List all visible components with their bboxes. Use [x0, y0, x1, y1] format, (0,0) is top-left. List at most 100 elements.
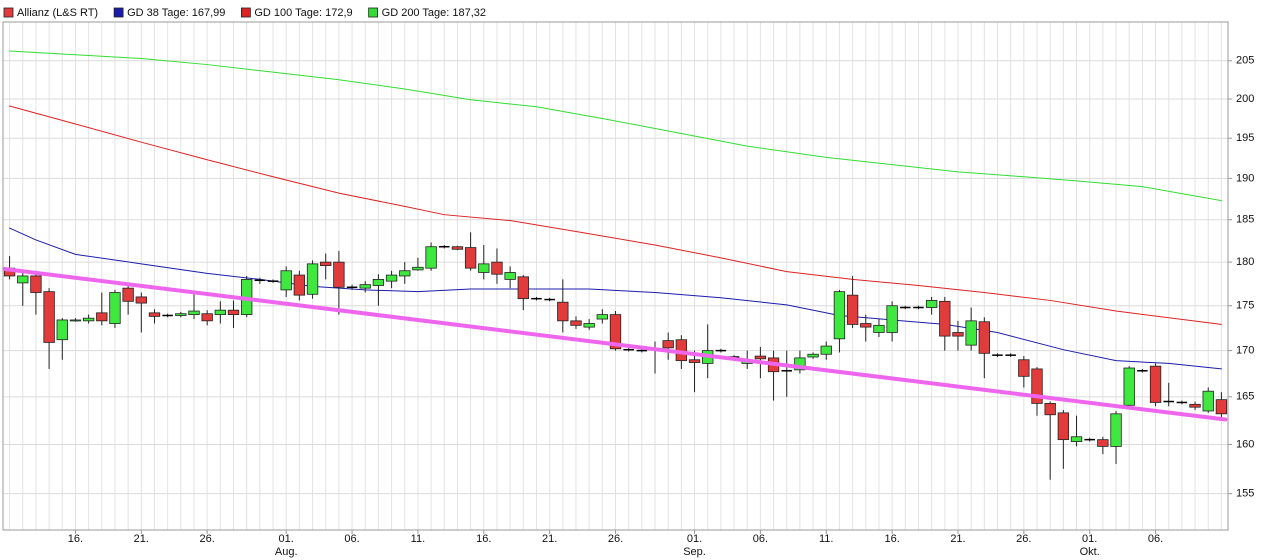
candle-body	[1202, 390, 1214, 412]
x-tick-label: 26.	[608, 533, 623, 545]
month-label: Okt.	[1080, 546, 1100, 558]
x-tick-label: 01.	[279, 533, 294, 545]
candle-body	[662, 340, 674, 349]
y-tick-label: 155	[1236, 488, 1254, 500]
candle-body	[1044, 403, 1056, 416]
candle-body	[464, 247, 477, 269]
candle-body	[478, 263, 490, 273]
candle-body	[1070, 436, 1083, 442]
x-tick-label: 16.	[884, 533, 899, 545]
candle-body	[359, 284, 371, 289]
y-tick-label: 175	[1236, 300, 1254, 312]
legend-swatch	[368, 7, 379, 18]
candle-body	[886, 305, 898, 333]
candle-body	[873, 324, 885, 333]
x-tick-label: 01.	[687, 533, 702, 545]
candle-body	[201, 313, 213, 322]
candle-body	[688, 359, 701, 363]
plot	[2, 50, 1228, 480]
legend-swatch	[3, 7, 14, 18]
candle-body	[280, 270, 292, 291]
x-tick-label: 06.	[753, 533, 768, 545]
x-tick-label: 21.	[542, 533, 557, 545]
x-tick-label: 01.	[1082, 533, 1097, 545]
candle-body	[30, 275, 42, 293]
candle-body	[557, 301, 569, 322]
moving-average-line	[9, 105, 1222, 325]
y-tick-label: 170	[1236, 345, 1254, 357]
candle-body	[227, 309, 240, 316]
x-tick-label: 26.	[1016, 533, 1031, 545]
legend: Allianz (L&S RT) GD 38 Tage: 167,99 GD 100…	[3, 7, 486, 19]
candle-body	[570, 320, 582, 326]
month-label: Sep.	[683, 546, 706, 558]
x-tick-label: 21.	[950, 533, 965, 545]
candle-body	[952, 332, 964, 337]
candle-body	[1031, 368, 1043, 404]
candle-body	[1110, 413, 1122, 447]
candle-body	[846, 294, 859, 325]
legend-swatch	[240, 7, 251, 18]
candle-body	[939, 300, 951, 337]
candle-body	[17, 275, 29, 284]
legend-swatch	[113, 7, 124, 18]
candle-body	[43, 291, 55, 343]
candle-body	[1097, 439, 1109, 447]
candle-body	[412, 266, 424, 271]
candle-body	[820, 345, 832, 355]
x-tick-label: 11.	[411, 533, 425, 545]
candle-body	[188, 310, 200, 316]
legend-label: GD 38 Tage: 167,99	[127, 7, 225, 19]
candle-body	[56, 319, 68, 341]
x-tick-label: 16.	[68, 533, 83, 545]
candle-body	[504, 272, 516, 280]
candle-body	[596, 314, 608, 320]
y-tick-label: 165	[1236, 391, 1254, 403]
candle-body	[148, 312, 161, 317]
candle-body	[293, 274, 306, 296]
candle-body	[978, 321, 990, 354]
legend-label: GD 200 Tage: 187,32	[382, 7, 486, 19]
x-tick-label: 16.	[476, 533, 491, 545]
y-tick-label: 200	[1236, 93, 1254, 105]
candle-body	[82, 317, 95, 322]
y-tick-label: 185	[1236, 214, 1254, 226]
candle-body	[517, 276, 529, 300]
candle-body	[1123, 367, 1135, 406]
candle-body	[1149, 365, 1162, 403]
candle-body	[214, 309, 227, 316]
candle-body	[833, 291, 846, 340]
plot-frame	[2, 21, 1229, 531]
candle-body	[372, 279, 385, 286]
trend-line	[2, 267, 1228, 422]
candle-body	[109, 292, 121, 324]
candle-body	[583, 323, 595, 328]
y-tick-label: 205	[1236, 55, 1254, 67]
y-tick-label: 190	[1236, 172, 1254, 184]
x-tick-label: 06.	[1148, 533, 1163, 545]
candle-body	[306, 263, 319, 295]
candle-body	[96, 312, 108, 322]
moving-average-line	[9, 227, 1222, 370]
candle-body	[320, 261, 332, 266]
candle-body	[1057, 412, 1070, 441]
x-tick-label: 26.	[200, 533, 215, 545]
candle-body	[807, 353, 819, 358]
y-tick-label: 195	[1236, 132, 1254, 144]
candle-body	[399, 270, 411, 277]
candle-body	[425, 246, 437, 269]
candle-body	[385, 274, 398, 282]
y-tick-label: 180	[1236, 256, 1254, 268]
x-tick-label: 21.	[134, 533, 149, 545]
candle-body	[1215, 399, 1228, 415]
candle-body	[333, 261, 345, 288]
moving-average-line	[9, 50, 1222, 202]
legend-label: GD 100 Tage: 172,9	[254, 7, 352, 19]
candle-body	[1018, 359, 1030, 377]
candle-body	[122, 287, 134, 302]
candle-body	[609, 314, 622, 350]
candle-body	[965, 320, 977, 346]
month-label: Aug.	[275, 546, 298, 558]
